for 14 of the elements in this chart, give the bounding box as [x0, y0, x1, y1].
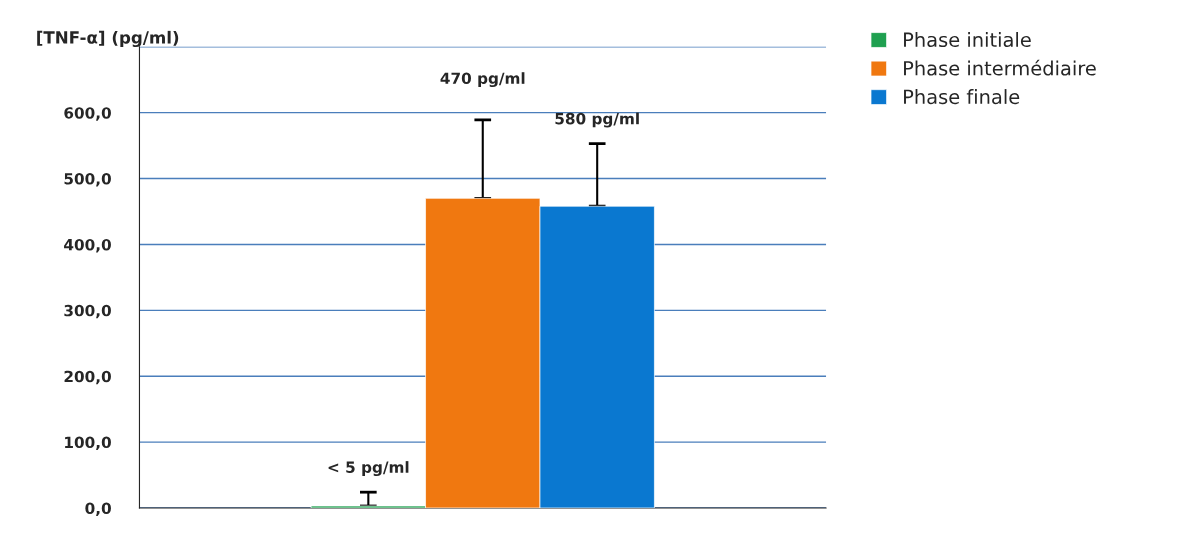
legend-label: Phase initiale	[904, 32, 1031, 48]
y-tick-label: 200,0	[64, 370, 111, 385]
legend-label: Phase intermédiaire	[904, 59, 1096, 76]
y-tick-label: 500,0	[64, 173, 111, 187]
y-tick-label: 400,0	[64, 238, 111, 253]
y-tick-label: 100,0	[65, 436, 111, 451]
annotation: 580 pg/ml	[555, 112, 639, 128]
annotation: < 5 pg/ml	[328, 461, 409, 477]
legend-label: Phase finale	[904, 89, 1020, 105]
y-tick-label: 600,0	[64, 107, 111, 121]
y-tick-label: 300,0	[64, 304, 111, 319]
annotation: 470 pg/ml	[440, 72, 525, 88]
y-axis-title: [TNF-α] (pg/ml)	[37, 30, 179, 48]
y-tick-label: 0,0	[85, 502, 111, 516]
